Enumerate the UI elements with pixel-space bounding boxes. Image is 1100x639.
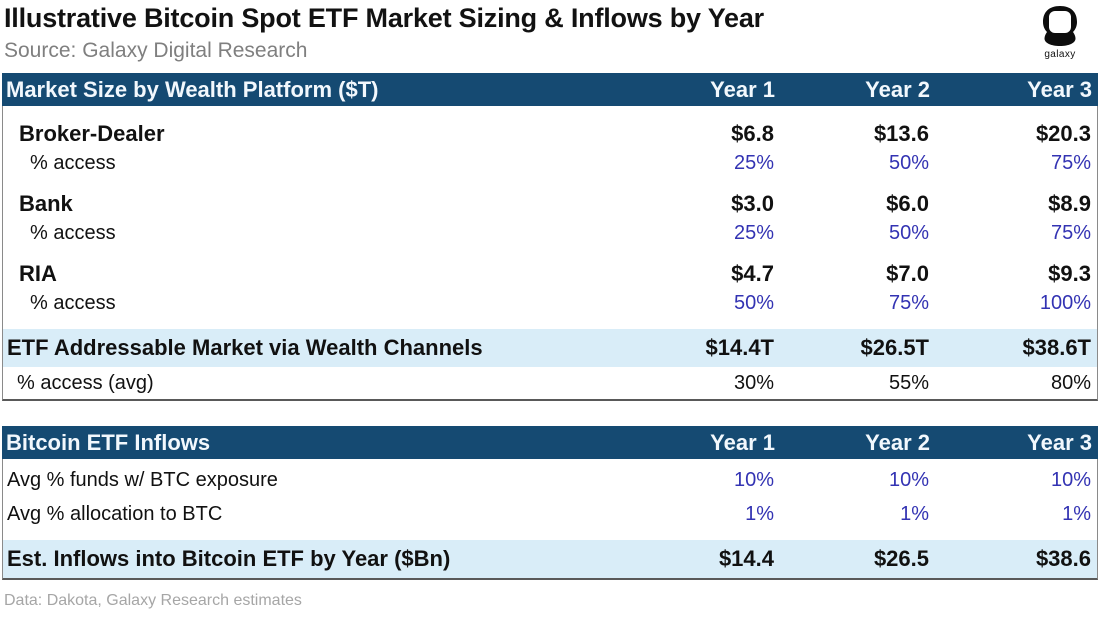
cell-value: $9.3 — [1048, 261, 1091, 287]
cell-value: $8.9 — [1048, 191, 1091, 217]
cell-value: $26.5T — [860, 335, 930, 361]
row-label: ETF Addressable Market via Wealth Channe… — [7, 335, 483, 361]
table-row: RIA $4.7 $7.0 $9.3 — [3, 250, 1097, 289]
cell-value: $38.6 — [1035, 546, 1091, 572]
cell-value: 80% — [1050, 372, 1091, 395]
column-header-year-3: Year 3 — [1027, 76, 1092, 102]
cell-value: $26.5 — [873, 546, 929, 572]
cell-value: 10% — [733, 469, 774, 492]
inflows-table-header-bar: Bitcoin ETF Inflows Year 1 Year 2 Year 3 — [2, 426, 1098, 460]
cell-value: 1% — [745, 503, 774, 526]
page-header: Illustrative Bitcoin Spot ETF Market Siz… — [0, 0, 1100, 63]
market-table-title: Market Size by Wealth Platform ($T) — [6, 76, 379, 102]
row-label: Est. Inflows into Bitcoin ETF by Year ($… — [7, 546, 451, 572]
table-row: Broker-Dealer $6.8 $13.6 $20.3 — [3, 110, 1097, 149]
column-header-year-2: Year 2 — [865, 429, 930, 455]
column-header-year-3: Year 3 — [1027, 429, 1092, 455]
row-label: % access — [30, 222, 116, 245]
row-label: Avg % allocation to BTC — [7, 503, 223, 526]
row-label: % access — [30, 152, 116, 175]
cell-value: 75% — [1050, 152, 1091, 175]
data-source-note: Data: Dakota, Galaxy Research estimates — [4, 592, 302, 610]
row-label: Broker-Dealer — [19, 121, 165, 147]
cell-value: $6.0 — [886, 191, 929, 217]
column-header-year-2: Year 2 — [865, 76, 930, 102]
cell-value: $4.7 — [731, 261, 774, 287]
market-table-header-bar: Market Size by Wealth Platform ($T) Year… — [2, 73, 1098, 107]
galaxy-logo-label: galaxy — [1044, 49, 1076, 60]
row-label: % access — [30, 292, 116, 315]
row-label: RIA — [19, 261, 57, 287]
cell-value: 75% — [888, 292, 929, 315]
table-row-total: ETF Addressable Market via Wealth Channe… — [3, 329, 1097, 368]
column-header-year-1: Year 1 — [710, 429, 775, 455]
cell-value: $14.4 — [718, 546, 774, 572]
table-row: % access 25% 50% 75% — [3, 149, 1097, 180]
cell-value: 50% — [888, 152, 929, 175]
cell-value: $20.3 — [1035, 121, 1091, 147]
cell-value: 55% — [888, 372, 929, 395]
table-row: Avg % funds w/ BTC exposure 10% 10% 10% — [3, 463, 1097, 497]
cell-value: 10% — [888, 469, 929, 492]
table-row-total: Est. Inflows into Bitcoin ETF by Year ($… — [3, 540, 1097, 579]
cell-value: 1% — [900, 503, 929, 526]
market-size-table: Market Size by Wealth Platform ($T) Year… — [2, 73, 1098, 402]
cell-value: 75% — [1050, 222, 1091, 245]
inflows-table: Bitcoin ETF Inflows Year 1 Year 2 Year 3… — [2, 426, 1098, 581]
cell-value: $13.6 — [873, 121, 929, 147]
cell-value: 30% — [733, 372, 774, 395]
table-row: Bank $3.0 $6.0 $8.9 — [3, 180, 1097, 219]
cell-value: $7.0 — [886, 261, 929, 287]
row-label: % access (avg) — [17, 372, 154, 395]
page-title: Illustrative Bitcoin Spot ETF Market Siz… — [4, 3, 764, 33]
cell-value: $6.8 — [731, 121, 774, 147]
cell-value: 1% — [1062, 503, 1091, 526]
galaxy-logo-icon — [1034, 4, 1086, 48]
cell-value: 100% — [1039, 292, 1091, 315]
cell-value: $38.6T — [1022, 335, 1092, 361]
cell-value: $3.0 — [731, 191, 774, 217]
table-row: % access 50% 75% 100% — [3, 289, 1097, 320]
cell-value: 25% — [733, 152, 774, 175]
row-label: Bank — [19, 191, 73, 217]
row-label: Avg % funds w/ BTC exposure — [7, 469, 278, 492]
cell-value: $14.4T — [705, 335, 775, 361]
cell-value: 50% — [733, 292, 774, 315]
market-table-body: Broker-Dealer $6.8 $13.6 $20.3 % access … — [2, 106, 1098, 402]
table-row: % access 25% 50% 75% — [3, 219, 1097, 250]
table-row: % access (avg) 30% 55% 80% — [3, 367, 1097, 399]
column-header-year-1: Year 1 — [710, 76, 775, 102]
source-line: Source: Galaxy Digital Research — [4, 39, 308, 63]
cell-value: 10% — [1050, 469, 1091, 492]
inflows-table-body: Avg % funds w/ BTC exposure 10% 10% 10% … — [2, 459, 1098, 581]
galaxy-logo: galaxy — [1034, 4, 1086, 60]
cell-value: 25% — [733, 222, 774, 245]
table-row: Avg % allocation to BTC 1% 1% 1% — [3, 497, 1097, 531]
inflows-table-title: Bitcoin ETF Inflows — [6, 429, 211, 455]
cell-value: 50% — [888, 222, 929, 245]
